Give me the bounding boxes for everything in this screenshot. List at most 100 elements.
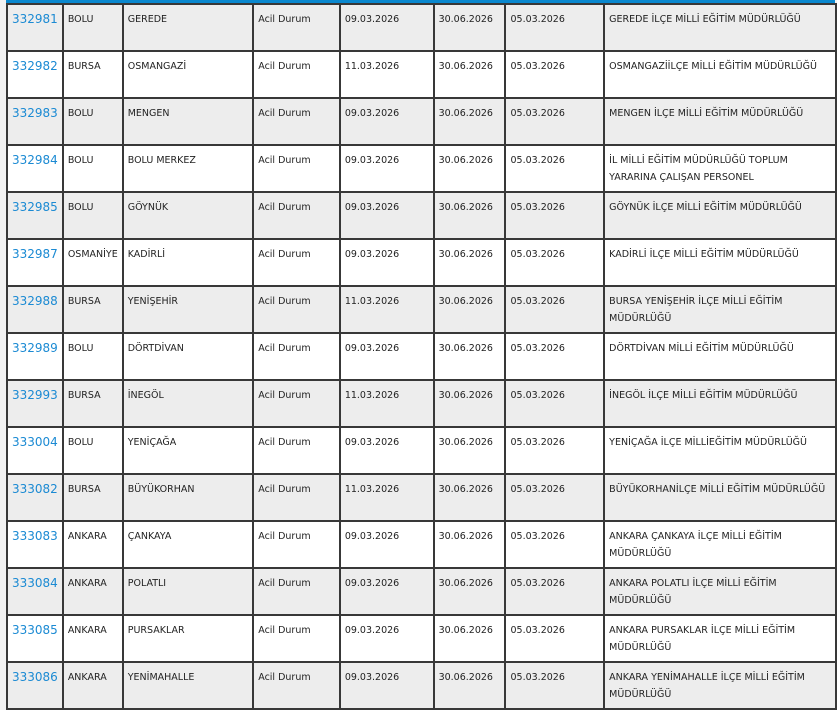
id-cell: 333004	[6, 426, 64, 475]
table-row: 332988 BURSA YENİŞEHİR Acil Durum 11.03.2026…	[6, 285, 837, 334]
publish-date-cell: 05.03.2026	[504, 520, 606, 569]
record-id-link[interactable]: 332989	[12, 341, 58, 355]
district-cell: GEREDE	[121, 3, 255, 52]
type-cell: Acil Durum	[252, 332, 341, 381]
district-cell: YENİŞEHİR	[121, 285, 255, 334]
table-row: 333083 ANKARA ÇANKAYA Acil Durum 09.03.2026 3…	[6, 520, 837, 569]
type-cell: Acil Durum	[252, 3, 341, 52]
type-cell: Acil Durum	[252, 661, 341, 710]
district-cell: BOLU MERKEZ	[121, 144, 255, 193]
district-cell: YENİMAHALLE	[121, 661, 255, 710]
district-cell: İNEGÖL	[121, 379, 255, 428]
institution-cell: GEREDE İLÇE MİLLİ EĞİTİM MÜDÜRLÜĞÜ	[603, 3, 837, 52]
type-cell: Acil Durum	[252, 191, 341, 240]
province-cell: BURSA	[61, 473, 124, 522]
id-cell: 332987	[6, 238, 64, 287]
publish-date-cell: 05.03.2026	[504, 3, 606, 52]
institution-cell: YENİÇAĞA İLÇE MİLLİEĞİTİM MÜDÜRLÜĞÜ	[603, 426, 837, 475]
record-id-link[interactable]: 333086	[12, 670, 58, 684]
start-date-cell: 09.03.2026	[338, 97, 435, 146]
province-cell: BURSA	[61, 285, 124, 334]
start-date-cell: 09.03.2026	[338, 191, 435, 240]
record-id-link[interactable]: 332982	[12, 59, 58, 73]
end-date-cell: 30.06.2026	[432, 332, 507, 381]
institution-cell: İL MİLLİ EĞİTİM MÜDÜRLÜĞÜ TOPLUM YARARIN…	[603, 144, 837, 193]
province-cell: BURSA	[61, 379, 124, 428]
province-cell: BURSA	[61, 50, 124, 99]
type-cell: Acil Durum	[252, 567, 341, 616]
table-row: 332993 BURSA İNEGÖL Acil Durum 11.03.2026 30.…	[6, 379, 837, 428]
start-date-cell: 09.03.2026	[338, 238, 435, 287]
id-cell: 333084	[6, 567, 64, 616]
type-cell: Acil Durum	[252, 285, 341, 334]
type-cell: Acil Durum	[252, 144, 341, 193]
id-cell: 332985	[6, 191, 64, 240]
start-date-cell: 09.03.2026	[338, 332, 435, 381]
province-cell: OSMANİYE	[61, 238, 124, 287]
type-cell: Acil Durum	[252, 473, 341, 522]
institution-cell: ANKARA POLATLI İLÇE MİLLİ EĞİTİM MÜDÜRLÜ…	[603, 567, 837, 616]
record-id-link[interactable]: 333085	[12, 623, 58, 637]
record-id-link[interactable]: 332984	[12, 153, 58, 167]
id-cell: 332984	[6, 144, 64, 193]
end-date-cell: 30.06.2026	[432, 567, 507, 616]
district-cell: KADİRLİ	[121, 238, 255, 287]
start-date-cell: 11.03.2026	[338, 285, 435, 334]
type-cell: Acil Durum	[252, 97, 341, 146]
publish-date-cell: 05.03.2026	[504, 567, 606, 616]
record-id-link[interactable]: 332993	[12, 388, 58, 402]
record-id-link[interactable]: 333082	[12, 482, 58, 496]
publish-date-cell: 05.03.2026	[504, 238, 606, 287]
record-id-link[interactable]: 332985	[12, 200, 58, 214]
start-date-cell: 09.03.2026	[338, 567, 435, 616]
table-row: 332982 BURSA OSMANGAZİ Acil Durum 11.03.2026…	[6, 50, 837, 99]
record-id-link[interactable]: 333004	[12, 435, 58, 449]
institution-cell: DÖRTDİVAN MİLLİ EĞİTİM MÜDÜRLÜĞÜ	[603, 332, 837, 381]
table-row: 333085 ANKARA PURSAKLAR Acil Durum 09.03.202…	[6, 614, 837, 663]
type-cell: Acil Durum	[252, 50, 341, 99]
id-cell: 332988	[6, 285, 64, 334]
record-id-link[interactable]: 333083	[12, 529, 58, 543]
record-id-link[interactable]: 332987	[12, 247, 58, 261]
start-date-cell: 11.03.2026	[338, 50, 435, 99]
end-date-cell: 30.06.2026	[432, 3, 507, 52]
id-cell: 332981	[6, 3, 64, 52]
institution-cell: ANKARA ÇANKAYA İLÇE MİLLİ EĞİTİM MÜDÜRLÜ…	[603, 520, 837, 569]
institution-cell: GÖYNÜK İLÇE MİLLİ EĞİTİM MÜDÜRLÜĞÜ	[603, 191, 837, 240]
start-date-cell: 09.03.2026	[338, 661, 435, 710]
province-cell: BOLU	[61, 191, 124, 240]
district-cell: ÇANKAYA	[121, 520, 255, 569]
province-cell: BOLU	[61, 144, 124, 193]
record-id-link[interactable]: 332988	[12, 294, 58, 308]
publish-date-cell: 05.03.2026	[504, 50, 606, 99]
district-cell: YENİÇAĞA	[121, 426, 255, 475]
table-row: 332989 BOLU DÖRTDİVAN Acil Durum 09.03.2026 3…	[6, 332, 837, 381]
publish-date-cell: 05.03.2026	[504, 285, 606, 334]
table-row: 333086 ANKARA YENİMAHALLE Acil Durum 09.03.2…	[6, 661, 837, 710]
record-id-link[interactable]: 333084	[12, 576, 58, 590]
province-cell: BOLU	[61, 3, 124, 52]
institution-cell: MENGEN İLÇE MİLLİ EĞİTİM MÜDÜRLÜĞÜ	[603, 97, 837, 146]
district-cell: MENGEN	[121, 97, 255, 146]
type-cell: Acil Durum	[252, 379, 341, 428]
province-cell: BOLU	[61, 426, 124, 475]
end-date-cell: 30.06.2026	[432, 285, 507, 334]
type-cell: Acil Durum	[252, 426, 341, 475]
end-date-cell: 30.06.2026	[432, 379, 507, 428]
start-date-cell: 09.03.2026	[338, 144, 435, 193]
start-date-cell: 11.03.2026	[338, 473, 435, 522]
province-cell: ANKARA	[61, 661, 124, 710]
district-cell: GÖYNÜK	[121, 191, 255, 240]
end-date-cell: 30.06.2026	[432, 144, 507, 193]
end-date-cell: 30.06.2026	[432, 191, 507, 240]
table-row: 332984 BOLU BOLU MERKEZ Acil Durum 09.03.202…	[6, 144, 837, 193]
record-id-link[interactable]: 332983	[12, 106, 58, 120]
start-date-cell: 11.03.2026	[338, 379, 435, 428]
table-header-bar	[6, 0, 835, 4]
end-date-cell: 30.06.2026	[432, 426, 507, 475]
institution-cell: ANKARA YENİMAHALLE İLÇE MİLLİ EĞİTİM MÜD…	[603, 661, 837, 710]
id-cell: 332983	[6, 97, 64, 146]
institution-cell: İNEGÖL İLÇE MİLLİ EĞİTİM MÜDÜRLÜĞÜ	[603, 379, 837, 428]
table-row: 332981 BOLU GEREDE Acil Durum 09.03.2026 30.0…	[6, 3, 837, 52]
record-id-link[interactable]: 332981	[12, 12, 58, 26]
